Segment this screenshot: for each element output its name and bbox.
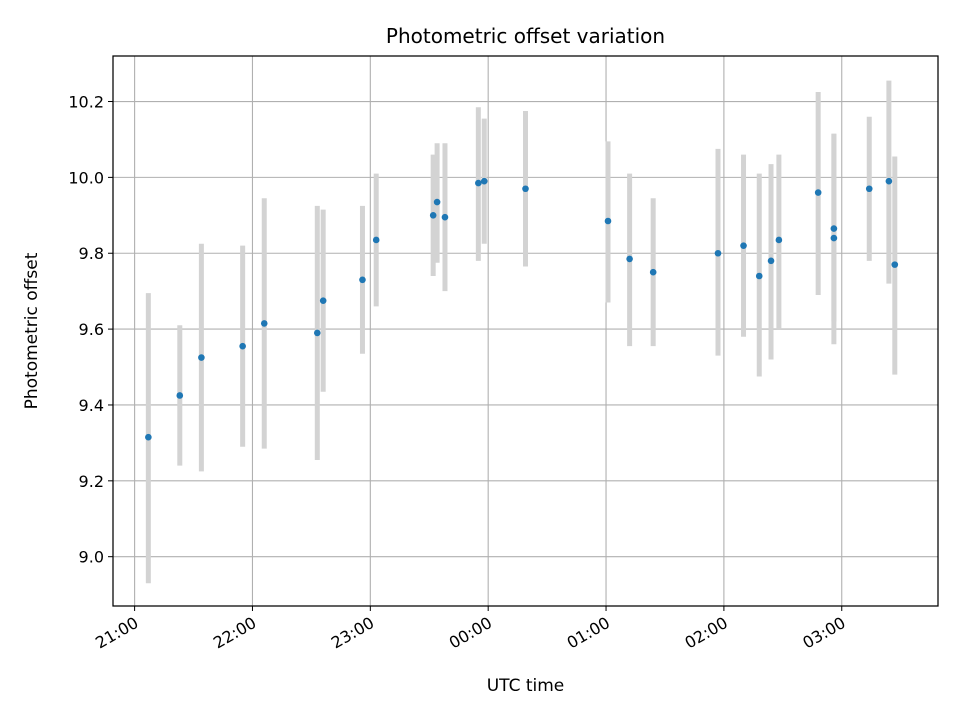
data-point <box>239 342 246 350</box>
plot-frame <box>112 55 939 607</box>
data-point <box>319 297 327 304</box>
y-axis-title: Photometric offset <box>22 252 42 409</box>
data-point <box>522 185 529 193</box>
data-point <box>372 236 380 244</box>
y-tick-label: 9.2 <box>79 472 104 491</box>
data-point <box>885 177 893 185</box>
data-point <box>433 198 441 206</box>
data-point <box>313 329 321 337</box>
data-point <box>359 276 366 284</box>
data-point <box>714 249 722 257</box>
y-tick-label: 9.4 <box>79 396 104 415</box>
data-point <box>480 177 488 185</box>
y-tick-label: 9.8 <box>79 244 104 263</box>
data-point <box>891 261 899 268</box>
data-point <box>830 234 838 242</box>
y-tick-label: 9.0 <box>79 548 104 567</box>
data-point <box>775 236 783 244</box>
y-tick-label: 10.0 <box>68 168 104 187</box>
grid-layer <box>113 56 938 606</box>
data-point <box>649 268 657 276</box>
data-point <box>767 257 775 265</box>
x-axis-title: UTC time <box>487 676 565 696</box>
y-tick-label: 9.6 <box>79 320 104 339</box>
y-tick-label: 10.2 <box>68 93 104 112</box>
data-point <box>755 272 763 280</box>
data-point <box>260 320 268 327</box>
data-point <box>865 185 873 193</box>
chart-title: Photometric offset variation <box>386 24 665 48</box>
data-point <box>475 179 482 187</box>
data-point <box>814 189 822 196</box>
marker-layer <box>145 177 899 441</box>
data-point <box>176 392 184 399</box>
data-point <box>830 225 838 232</box>
data-point <box>429 212 437 219</box>
data-point <box>198 354 205 361</box>
data-point <box>626 255 633 263</box>
data-point <box>441 213 449 221</box>
data-point <box>604 217 612 225</box>
data-point <box>740 242 747 249</box>
data-point <box>145 433 152 441</box>
